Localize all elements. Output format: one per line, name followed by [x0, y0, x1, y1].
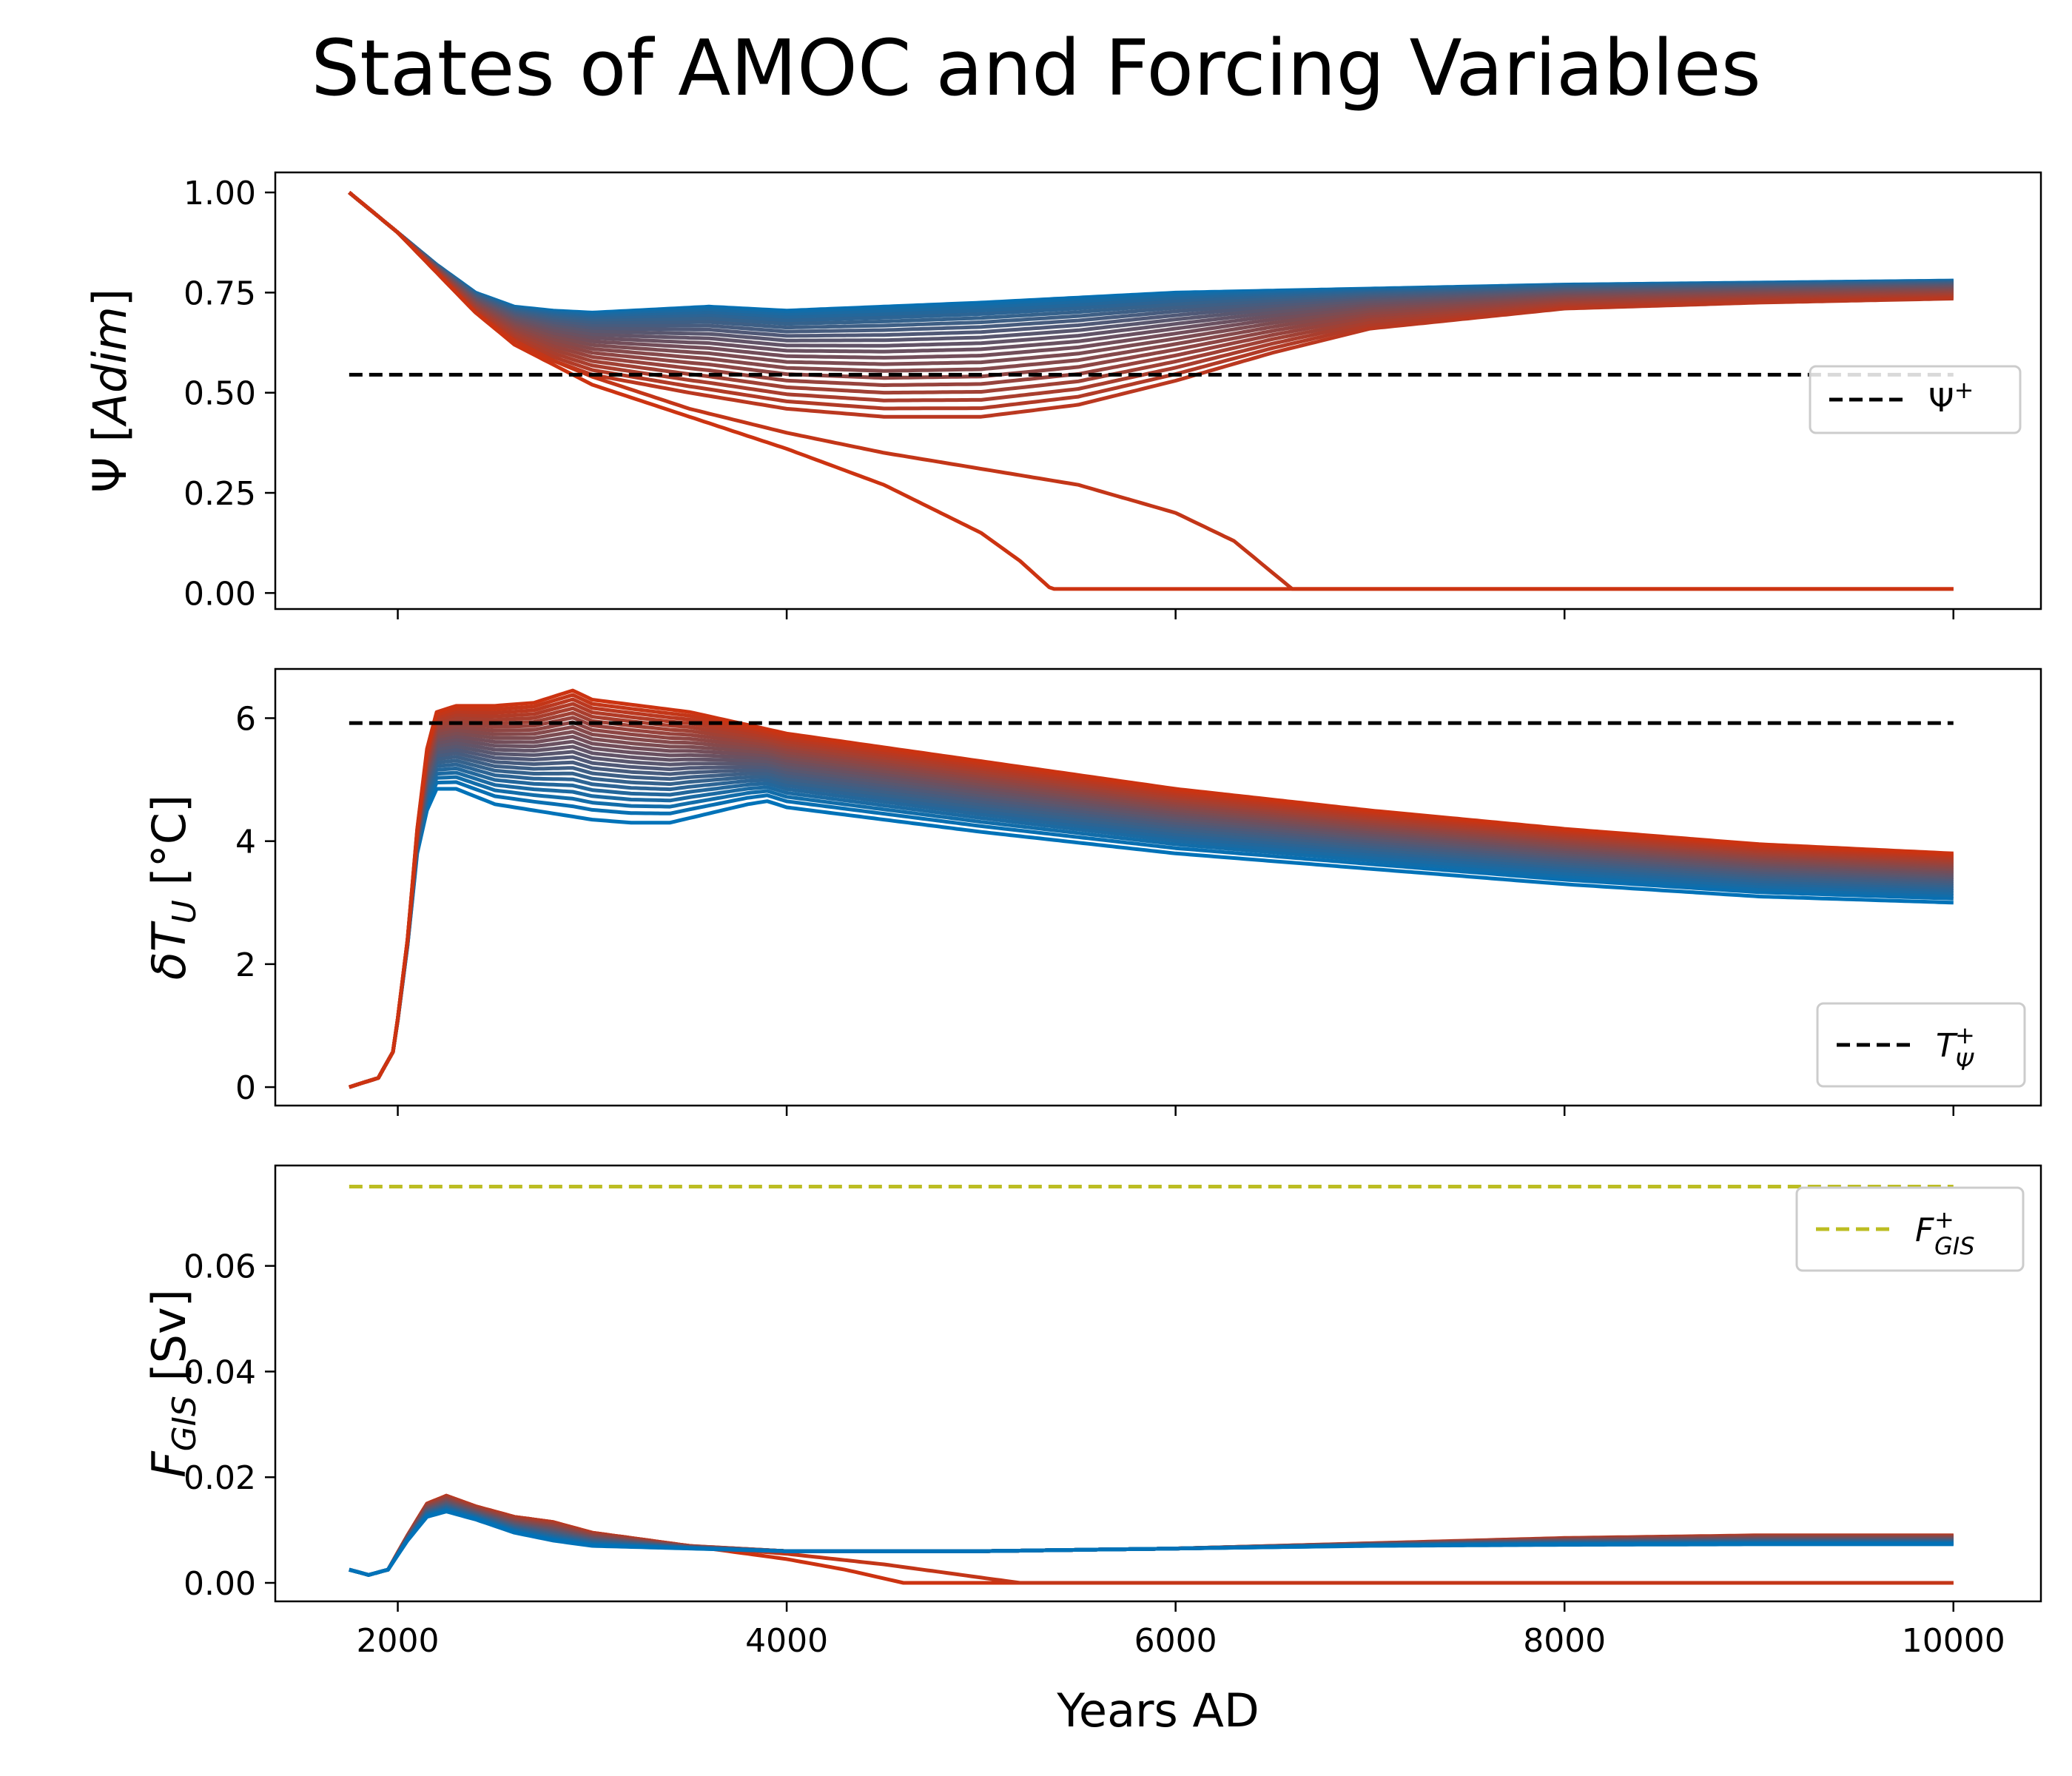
fgis-legend: F+ GIS [1795, 1186, 2025, 1272]
temperature-series-line [349, 688, 1954, 1089]
temperature-series-line [349, 706, 1954, 1089]
temperature-series-line [349, 787, 1954, 1089]
temperature-series-line [349, 780, 1954, 1089]
fgis-axes-frame [274, 1164, 2042, 1603]
temperature-axes-frame [274, 667, 2042, 1107]
y-tick-label: 0.02 [184, 1459, 256, 1497]
psi-axes-frame [274, 171, 2042, 610]
temperature-y-axis-label: δTU [°C] [142, 795, 204, 980]
temperature-panel: 0 2 4 6 δTU [°C] T+ Ψ [142, 667, 2042, 1116]
y-tick-label: 0.00 [184, 575, 256, 613]
y-tick-label: 0.00 [184, 1565, 256, 1603]
legend-box [1816, 1002, 2026, 1088]
temperature-series-line [349, 737, 1954, 1089]
legend-box [1795, 1186, 2025, 1272]
temperature-series-line [349, 747, 1954, 1089]
x-axis-label: Years AD [1056, 1684, 1259, 1738]
legend-label: Ψ+ [1928, 376, 1974, 420]
temperature-series-line [349, 702, 1954, 1089]
legend-label: F+ GIS [1915, 1205, 1975, 1260]
x-tick-label: 2000 [357, 1622, 440, 1660]
temperature-series-line [349, 734, 1954, 1089]
temperature-series-line [349, 751, 1954, 1089]
figure-title: States of AMOC and Forcing Variables [311, 23, 1761, 113]
y-tick-label: 0.06 [184, 1248, 256, 1286]
y-tick-label: 1.00 [184, 175, 256, 212]
y-tick-label: 0.25 [184, 475, 256, 513]
fgis-y-axis-label: FGIS [Sv] [142, 1289, 204, 1478]
temperature-series-line [349, 693, 1954, 1089]
y-tick-label: 4 [235, 824, 256, 861]
temperature-series-line [349, 724, 1954, 1089]
temperature-series-line [349, 720, 1954, 1089]
temperature-series-group [349, 688, 1954, 1089]
temperature-series-line [349, 766, 1954, 1089]
y-tick-label: 0 [235, 1069, 256, 1107]
temperature-series-line [349, 755, 1954, 1089]
y-tick-label: 0.50 [184, 375, 256, 413]
psi-series-line [348, 191, 1954, 591]
legend-label: T+ Ψ [1936, 1021, 1975, 1076]
temperature-series-line [349, 744, 1954, 1089]
psi-series-group [348, 191, 1954, 591]
x-tick-label: 8000 [1523, 1622, 1606, 1660]
temperature-series-line [349, 716, 1954, 1089]
temperature-series-line [349, 770, 1954, 1089]
temperature-series-line [349, 758, 1954, 1089]
temperature-series-line [349, 741, 1954, 1089]
fgis-series-group [349, 1493, 1954, 1585]
x-tick-label: 4000 [745, 1622, 828, 1660]
legend-box [1809, 365, 2022, 434]
temperature-series-line [349, 775, 1954, 1089]
psi-panel: 0.00 0.25 0.50 0.75 1.00 Ψ [Adim] Ψ+ [83, 171, 2042, 619]
fgis-series-line [349, 1510, 1954, 1577]
psi-legend: Ψ+ [1809, 365, 2022, 434]
y-tick-label: 0.04 [184, 1353, 256, 1391]
temperature-legend: T+ Ψ [1816, 1002, 2026, 1088]
y-tick-label: 6 [235, 700, 256, 738]
psi-series-line [348, 191, 1954, 591]
psi-series-line [348, 191, 1954, 419]
temperature-series-line [349, 762, 1954, 1089]
y-tick-label: 2 [235, 946, 256, 984]
y-tick-label: 0.75 [184, 275, 256, 312]
psi-y-axis-label: Ψ [Adim] [83, 289, 137, 493]
temperature-series-line [349, 730, 1954, 1089]
x-tick-label: 10000 [1902, 1622, 2005, 1660]
x-tick-label: 6000 [1134, 1622, 1217, 1660]
fgis-panel: 2000 4000 6000 8000 10000 0.00 0.02 0.04 0.06FGI… [142, 1164, 2042, 1660]
